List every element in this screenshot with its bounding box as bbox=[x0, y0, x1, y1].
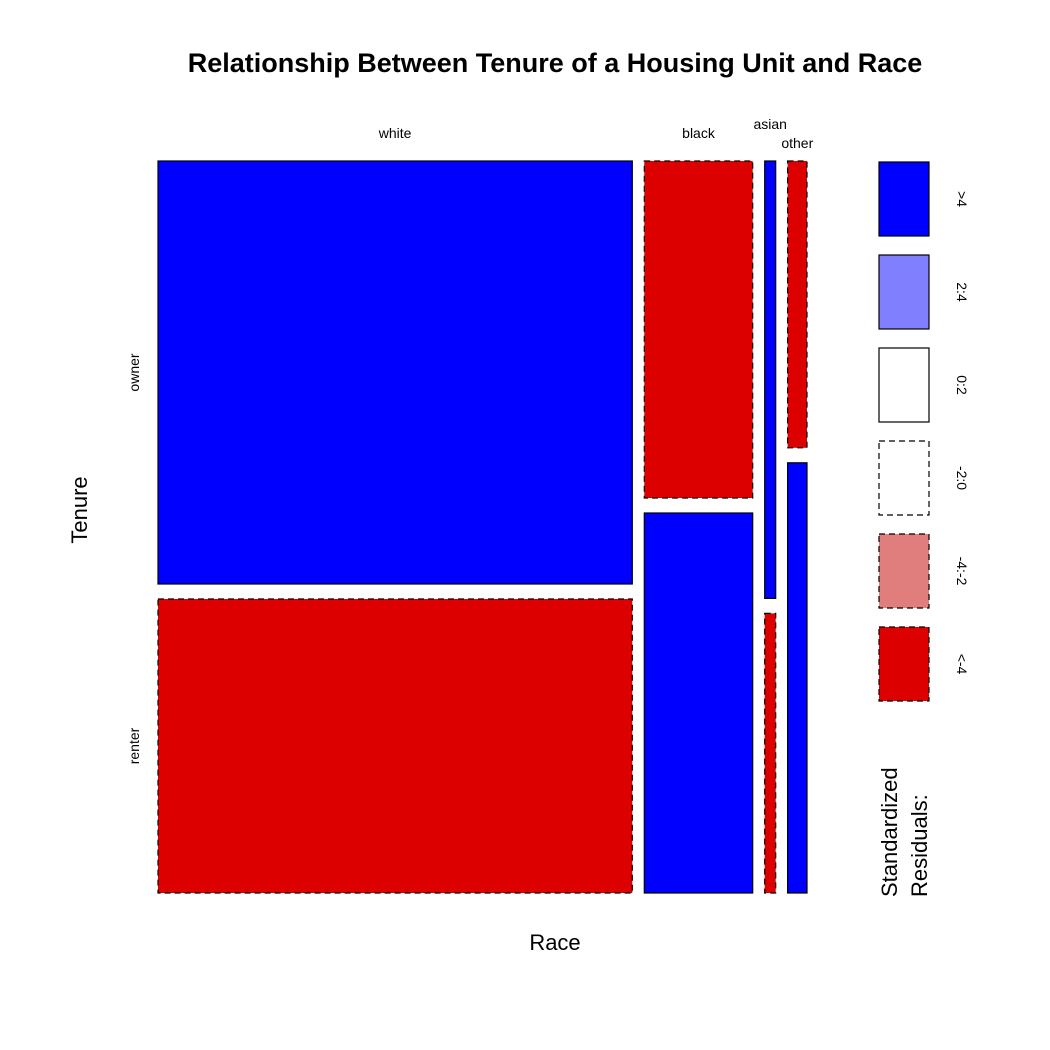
chart-title: Relationship Between Tenure of a Housing… bbox=[188, 48, 923, 78]
mosaic-cells bbox=[157, 160, 808, 894]
mosaic-cell-black-owner bbox=[643, 160, 754, 499]
legend-swatch bbox=[878, 347, 930, 423]
legend-label: >4 bbox=[954, 191, 970, 207]
legend-label: 2:4 bbox=[954, 282, 970, 302]
row-label-renter: renter bbox=[126, 727, 142, 764]
y-axis-label: Tenure bbox=[67, 476, 92, 543]
mosaic-cell-black-renter bbox=[643, 512, 754, 894]
legend-title-line: Standardized bbox=[877, 767, 902, 897]
column-labels: white black asian other bbox=[378, 116, 814, 151]
mosaic-cell-white-renter bbox=[157, 598, 633, 894]
legend-swatch bbox=[878, 626, 930, 702]
column-label-black: black bbox=[682, 125, 716, 141]
mosaic-cell-other-renter bbox=[786, 462, 808, 894]
mosaic-cell-asian-owner bbox=[764, 160, 777, 599]
row-labels: owner renter bbox=[126, 353, 142, 764]
legend-swatch bbox=[878, 533, 930, 609]
legend-label: -4:-2 bbox=[954, 557, 970, 586]
mosaic-cell-asian-renter bbox=[764, 612, 777, 894]
legend-swatch bbox=[878, 440, 930, 516]
legend-swatch bbox=[878, 254, 930, 330]
column-label-other: other bbox=[781, 135, 813, 151]
column-label-white: white bbox=[378, 125, 412, 141]
legend-label: -2:0 bbox=[954, 466, 970, 490]
legend: >4 2:4 0:2 -2:0 -4:-2 <-4 Standardized Residual… bbox=[877, 161, 970, 897]
x-axis-label: Race bbox=[529, 930, 580, 955]
legend-label: 0:2 bbox=[954, 375, 970, 395]
legend-swatch bbox=[878, 161, 930, 237]
mosaic-cell-other-owner bbox=[786, 160, 808, 449]
legend-label: <-4 bbox=[954, 654, 970, 675]
column-label-asian: asian bbox=[753, 116, 786, 132]
row-label-owner: owner bbox=[126, 353, 142, 391]
mosaic-cell-white-owner bbox=[157, 160, 633, 585]
legend-title-line: Residuals: bbox=[907, 794, 932, 897]
